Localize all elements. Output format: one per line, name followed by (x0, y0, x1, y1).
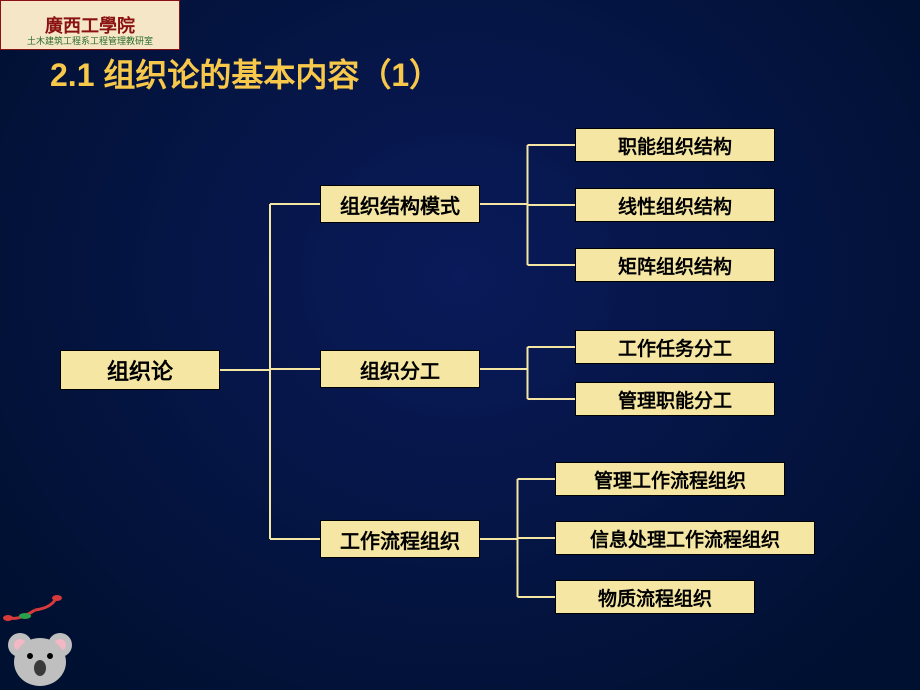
tree-node-label: 管理职能分工 (618, 386, 732, 413)
logo-sub: 土木建筑工程系工程管理教研室 (5, 34, 175, 47)
tree-node-label: 组织分工 (360, 355, 440, 384)
tree-node-label: 信息处理工作流程组织 (590, 525, 780, 552)
tree-node-m2: 组织分工 (320, 350, 480, 388)
tree-node-root: 组织论 (60, 350, 220, 390)
tree-node-l12: 线性组织结构 (575, 188, 775, 222)
tree-node-l33: 物质流程组织 (555, 580, 755, 614)
tree-node-label: 线性组织结构 (618, 192, 732, 219)
university-logo: 廣西工學院 土木建筑工程系工程管理教研室 (0, 0, 180, 50)
koala-decoration (0, 590, 90, 690)
slide-title: 2.1 组织论的基本内容（1） (50, 50, 441, 96)
slide: 廣西工學院 土木建筑工程系工程管理教研室 2.1 组织论的基本内容（1） 组织论… (0, 0, 920, 690)
tree-node-label: 物质流程组织 (598, 584, 712, 611)
tree-node-label: 组织论 (107, 354, 173, 386)
tree-connectors (0, 0, 920, 690)
tree-node-label: 工作流程组织 (340, 525, 460, 554)
tree-node-m1: 组织结构模式 (320, 185, 480, 223)
tree-node-label: 职能组织结构 (618, 132, 732, 159)
tree-node-label: 矩阵组织结构 (618, 252, 732, 279)
tree-node-l13: 矩阵组织结构 (575, 248, 775, 282)
tree-node-l32: 信息处理工作流程组织 (555, 521, 815, 555)
tree-node-l22: 管理职能分工 (575, 382, 775, 416)
tree-node-l11: 职能组织结构 (575, 128, 775, 162)
tree-node-l31: 管理工作流程组织 (555, 462, 785, 496)
tree-node-l21: 工作任务分工 (575, 330, 775, 364)
tree-node-m3: 工作流程组织 (320, 520, 480, 558)
tree-node-label: 工作任务分工 (618, 334, 732, 361)
tree-node-label: 组织结构模式 (340, 190, 460, 219)
tree-node-label: 管理工作流程组织 (594, 466, 746, 493)
